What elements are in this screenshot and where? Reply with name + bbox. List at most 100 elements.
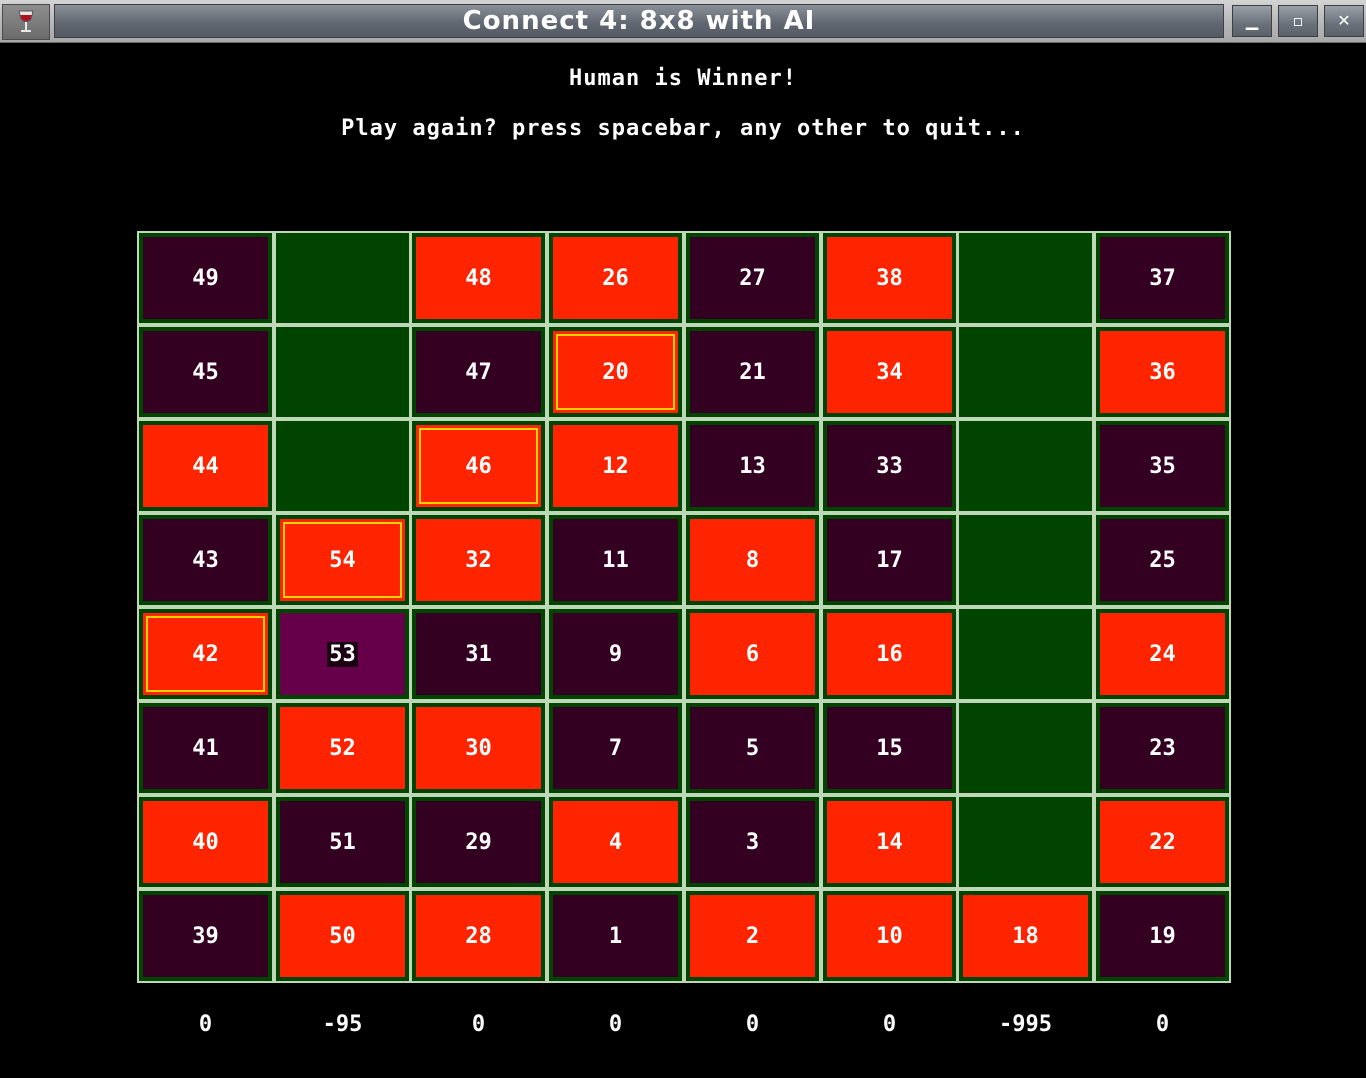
board-cell[interactable]: 19 (1094, 889, 1231, 983)
move-number: 53 (327, 641, 358, 667)
game-board[interactable]: 49 48 26 27 38 37 45 47 20 21 34 36 44 46 12 13 33 35 43 54… (137, 231, 1231, 983)
board-cell[interactable] (957, 231, 1094, 325)
board-cell[interactable]: 41 (137, 701, 274, 795)
move-number: 45 (192, 359, 219, 385)
move-number: 54 (329, 547, 356, 573)
move-number: 6 (745, 641, 760, 667)
board-cell[interactable]: 40 (137, 795, 274, 889)
move-number: 14 (876, 829, 903, 855)
board-cell[interactable]: 38 (821, 231, 958, 325)
close-button[interactable]: ✕ (1324, 5, 1364, 37)
human-piece: 42 (143, 613, 268, 695)
move-number: 8 (745, 547, 760, 573)
board-cell[interactable]: 12 (547, 419, 684, 513)
board-cell[interactable]: 46 (410, 419, 547, 513)
board-cell[interactable]: 10 (821, 889, 958, 983)
minimize-button[interactable]: ▁ (1232, 5, 1272, 37)
board-cell[interactable]: 2 (684, 889, 821, 983)
board-cell[interactable]: 50 (274, 889, 411, 983)
board-cell[interactable]: 25 (1094, 513, 1231, 607)
move-number: 31 (465, 641, 492, 667)
move-number: 1 (608, 923, 623, 949)
last-move-piece: 53 (280, 613, 405, 695)
human-piece: 2 (690, 895, 815, 977)
window-title: Connect 4: 8x8 with AI (462, 6, 816, 36)
status-message: Human is Winner! (569, 66, 797, 91)
move-number: 27 (739, 265, 766, 291)
ai-piece: 15 (827, 707, 952, 789)
board-cell[interactable]: 5 (684, 701, 821, 795)
board-cell[interactable] (274, 231, 411, 325)
move-number: 10 (876, 923, 903, 949)
board-cell[interactable]: 18 (957, 889, 1094, 983)
board-cell[interactable] (957, 325, 1094, 419)
board-cell[interactable] (957, 795, 1094, 889)
board-cell[interactable]: 43 (137, 513, 274, 607)
board-cell[interactable]: 21 (684, 325, 821, 419)
move-number: 22 (1149, 829, 1176, 855)
minimize-icon: ▁ (1245, 11, 1259, 30)
maximize-button[interactable]: ▫ (1278, 5, 1318, 37)
board-cell[interactable]: 52 (274, 701, 411, 795)
board-cell[interactable]: 47 (410, 325, 547, 419)
title-bar[interactable]: Connect 4: 8x8 with AI ▁ ▫ ✕ (0, 0, 1366, 43)
board-cell[interactable]: 4 (547, 795, 684, 889)
app-menu-button[interactable] (2, 4, 50, 40)
board-cell[interactable]: 13 (684, 419, 821, 513)
board-cell[interactable]: 36 (1094, 325, 1231, 419)
board-cell[interactable]: 48 (410, 231, 547, 325)
human-piece: 24 (1100, 613, 1225, 695)
board-cell[interactable]: 7 (547, 701, 684, 795)
board-cell[interactable] (957, 607, 1094, 701)
board-cell[interactable]: 51 (274, 795, 411, 889)
board-cell[interactable]: 31 (410, 607, 547, 701)
board-cell[interactable]: 16 (821, 607, 958, 701)
board-cell[interactable]: 6 (684, 607, 821, 701)
board-cell[interactable]: 32 (410, 513, 547, 607)
board-cell[interactable]: 39 (137, 889, 274, 983)
board-cell[interactable]: 23 (1094, 701, 1231, 795)
board-cell[interactable]: 15 (821, 701, 958, 795)
board-cell[interactable]: 44 (137, 419, 274, 513)
board-cell[interactable]: 42 (137, 607, 274, 701)
board-cell[interactable] (274, 419, 411, 513)
board-cell[interactable]: 20 (547, 325, 684, 419)
board-cell[interactable]: 3 (684, 795, 821, 889)
board-cell[interactable] (957, 701, 1094, 795)
board-cell[interactable]: 1 (547, 889, 684, 983)
move-number: 51 (329, 829, 356, 855)
board-cell[interactable]: 27 (684, 231, 821, 325)
board-cell[interactable] (274, 325, 411, 419)
ai-piece: 49 (143, 237, 268, 319)
board-cell[interactable]: 22 (1094, 795, 1231, 889)
move-number: 47 (465, 359, 492, 385)
move-number: 41 (192, 735, 219, 761)
board-cell[interactable]: 54 (274, 513, 411, 607)
board-cell[interactable]: 49 (137, 231, 274, 325)
board-cell[interactable]: 33 (821, 419, 958, 513)
column-score: 0 (471, 1012, 486, 1037)
move-number: 52 (329, 735, 356, 761)
move-number: 17 (876, 547, 903, 573)
ai-piece: 23 (1100, 707, 1225, 789)
board-cell[interactable]: 29 (410, 795, 547, 889)
move-number: 4 (608, 829, 623, 855)
board-cell[interactable]: 14 (821, 795, 958, 889)
board-cell[interactable]: 24 (1094, 607, 1231, 701)
board-cell[interactable]: 17 (821, 513, 958, 607)
board-cell[interactable]: 53 (274, 607, 411, 701)
board-cell[interactable]: 45 (137, 325, 274, 419)
board-cell[interactable] (957, 513, 1094, 607)
board-cell[interactable]: 8 (684, 513, 821, 607)
board-cell[interactable]: 35 (1094, 419, 1231, 513)
ai-piece: 27 (690, 237, 815, 319)
board-cell[interactable]: 28 (410, 889, 547, 983)
board-cell[interactable]: 37 (1094, 231, 1231, 325)
board-cell[interactable]: 26 (547, 231, 684, 325)
board-cell[interactable]: 9 (547, 607, 684, 701)
board-cell[interactable] (957, 419, 1094, 513)
board-cell[interactable]: 34 (821, 325, 958, 419)
board-cell[interactable]: 30 (410, 701, 547, 795)
board-cell[interactable]: 11 (547, 513, 684, 607)
human-piece: 20 (553, 331, 678, 413)
